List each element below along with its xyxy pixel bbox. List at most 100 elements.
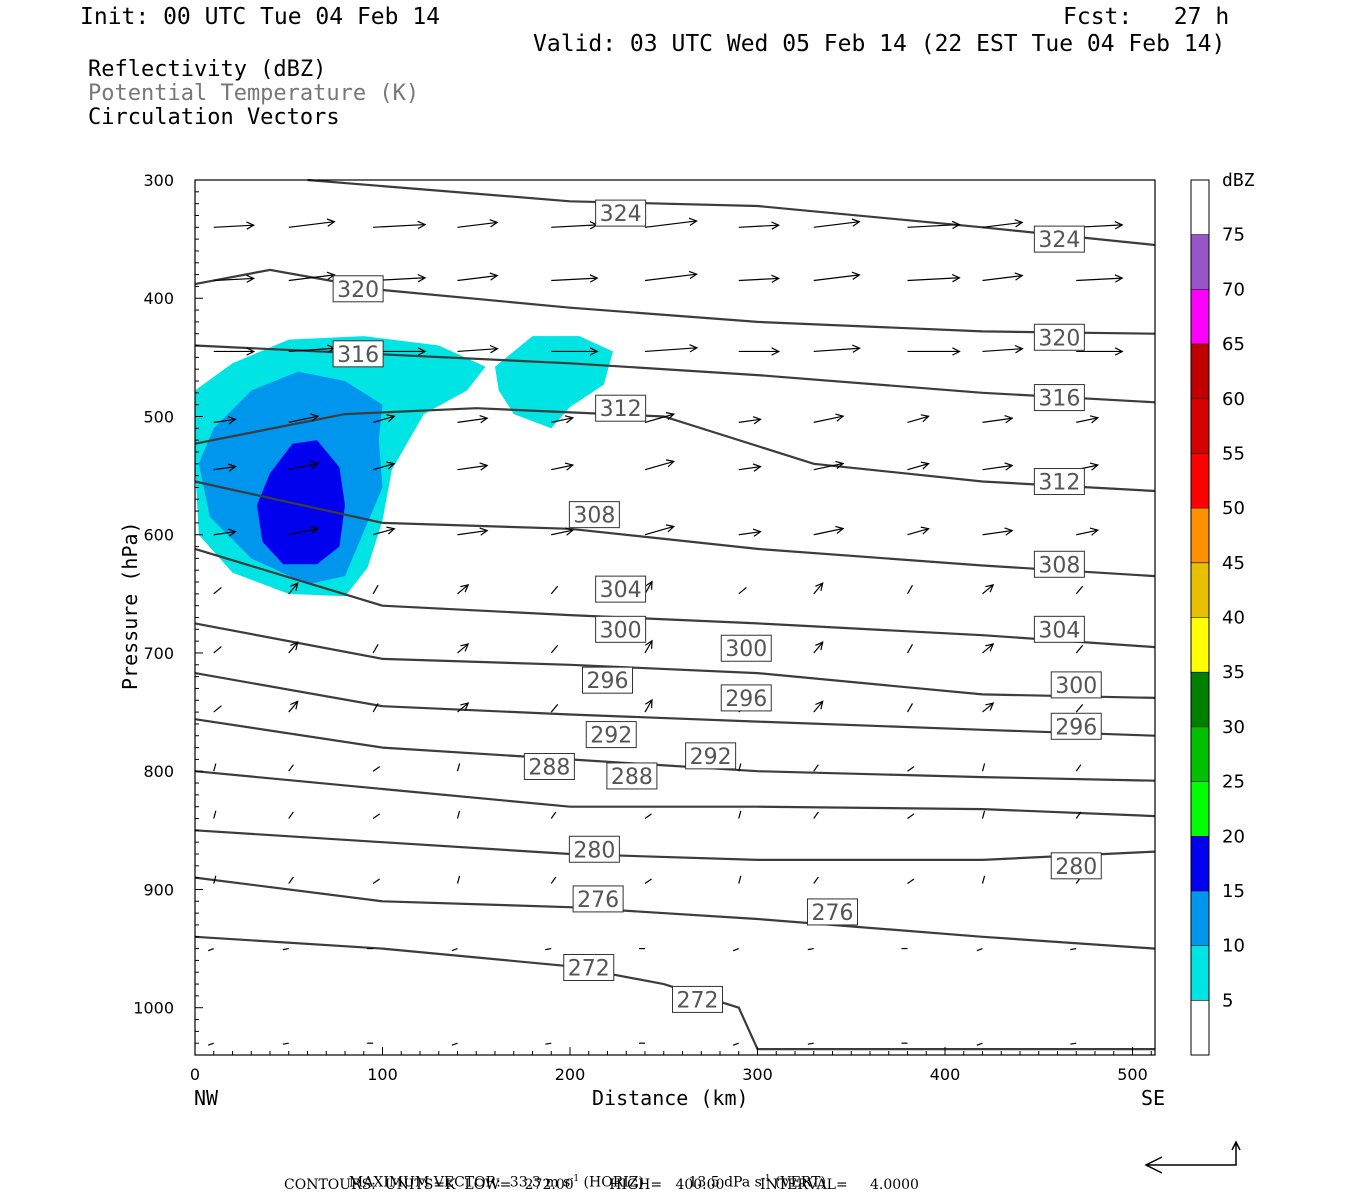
vector-arrowhead xyxy=(246,347,256,356)
circulation-vector xyxy=(813,811,819,819)
vector-arrowhead xyxy=(227,528,237,537)
plot-frame xyxy=(194,179,1156,1056)
colorbar-label: 60 xyxy=(1222,389,1245,410)
circulation-vector xyxy=(644,413,675,423)
circulation-vector xyxy=(738,418,761,423)
contour-label-box xyxy=(1033,550,1085,578)
contour-label-288: 288 xyxy=(528,755,570,780)
circulation-vector xyxy=(288,700,299,713)
circulation-vector xyxy=(813,274,860,282)
colorbar-segment xyxy=(1191,890,1209,946)
contour-label-296: 296 xyxy=(725,687,767,712)
legend-potential-temperature: Potential Temperature (K) xyxy=(88,81,420,106)
vector-arrowhead xyxy=(771,347,781,356)
vector-arrowhead xyxy=(951,273,961,283)
vector-arrowhead xyxy=(1089,415,1100,424)
colorbar-segment xyxy=(1191,726,1209,782)
theta-contour-320 xyxy=(194,268,1156,335)
circulation-vector xyxy=(457,417,488,423)
legend-circulation-vectors: Circulation Vectors xyxy=(88,105,340,130)
contour-label-316: 316 xyxy=(1038,387,1080,412)
circulation-vector xyxy=(813,700,824,713)
vector-arrowhead xyxy=(688,270,698,280)
contour-label-300: 300 xyxy=(725,637,767,662)
y-tick-label: 800 xyxy=(143,762,174,781)
vector-arrowhead xyxy=(951,220,961,230)
max-vector-exp1: -1 xyxy=(570,1174,580,1184)
colorbar-segment xyxy=(1191,289,1209,345)
vector-arrowhead xyxy=(246,221,256,230)
vector-arrowhead xyxy=(227,463,237,472)
colorbar-label: 50 xyxy=(1222,498,1245,519)
y-tick-label: 700 xyxy=(143,644,174,663)
circulation-vector xyxy=(551,529,573,536)
contour-label-box xyxy=(1033,615,1085,643)
circulation-vector xyxy=(982,221,1023,228)
circulation-vector xyxy=(372,584,379,595)
circulation-vector xyxy=(807,947,814,951)
vector-arrowhead xyxy=(246,274,256,283)
circulation-vector xyxy=(372,415,395,423)
vector-arrowhead xyxy=(326,218,336,227)
vector-arrowhead xyxy=(815,641,824,651)
vector-arrowhead xyxy=(835,525,845,534)
circulation-vector xyxy=(982,275,1023,282)
contour-label-box xyxy=(568,835,620,863)
circulation-vector xyxy=(551,224,598,228)
contour-label-box xyxy=(582,666,633,694)
vector-arrowhead xyxy=(564,462,575,471)
colorbar-label: 45 xyxy=(1222,553,1245,574)
circulation-vector xyxy=(907,415,929,423)
circulation-vector xyxy=(1076,277,1123,282)
circulation-vector xyxy=(644,813,652,820)
vector-arrowhead xyxy=(290,700,299,710)
colorbar-segment xyxy=(1191,836,1209,891)
circulation-vector xyxy=(457,275,498,282)
reflectivity-area xyxy=(495,336,614,429)
circulation-vector xyxy=(981,810,986,819)
theta-contour-292 xyxy=(194,718,1156,782)
x-tick-label: 500 xyxy=(1117,1065,1148,1084)
vector-arrowhead xyxy=(564,415,575,424)
circulation-vector xyxy=(372,528,395,536)
circulation-vector xyxy=(550,644,559,654)
circulation-vector xyxy=(551,277,598,282)
circulation-vector xyxy=(907,813,915,820)
circulation-vector xyxy=(213,875,217,884)
circulation-vector xyxy=(288,582,299,595)
vector-arrowhead xyxy=(851,271,861,280)
contour-label-280: 280 xyxy=(1055,855,1097,880)
circulation-vector xyxy=(738,810,742,819)
circulation-vector xyxy=(457,221,498,228)
max-vector-exp2: -1 xyxy=(761,1174,771,1184)
vector-arrowhead xyxy=(460,643,470,652)
colorbar-segment xyxy=(1191,234,1209,290)
vector-arrowhead xyxy=(752,463,762,472)
circulation-vector xyxy=(981,763,986,772)
vector-arrowhead xyxy=(952,347,961,356)
theta-contour-280 xyxy=(194,829,1156,861)
circulation-vector xyxy=(207,1042,214,1046)
contour-label-276: 276 xyxy=(577,888,619,913)
circulation-vector xyxy=(982,584,994,595)
colorbar-label: 30 xyxy=(1222,717,1245,738)
circulation-vector xyxy=(550,704,559,713)
circulation-vector xyxy=(813,221,860,228)
vector-arrowhead xyxy=(771,221,781,230)
circulation-vector xyxy=(207,948,214,952)
circulation-vector xyxy=(213,586,222,595)
vector-arrowhead xyxy=(1114,274,1124,283)
contour-label-308: 308 xyxy=(573,504,615,529)
theta-contours xyxy=(194,178,1156,1051)
circulation-vector xyxy=(551,464,573,471)
contour-label-box xyxy=(1050,671,1102,699)
circulation-vector xyxy=(907,223,960,228)
circulation-vector xyxy=(976,948,983,952)
circulation-vector xyxy=(1075,644,1084,654)
colorbar-segment xyxy=(1191,344,1209,399)
contour-label-324: 324 xyxy=(1038,228,1080,253)
circulation-vector xyxy=(213,763,217,772)
contour-label-300: 300 xyxy=(1055,674,1097,699)
colorbar-label: 75 xyxy=(1222,225,1245,246)
circulation-vector xyxy=(813,415,844,423)
